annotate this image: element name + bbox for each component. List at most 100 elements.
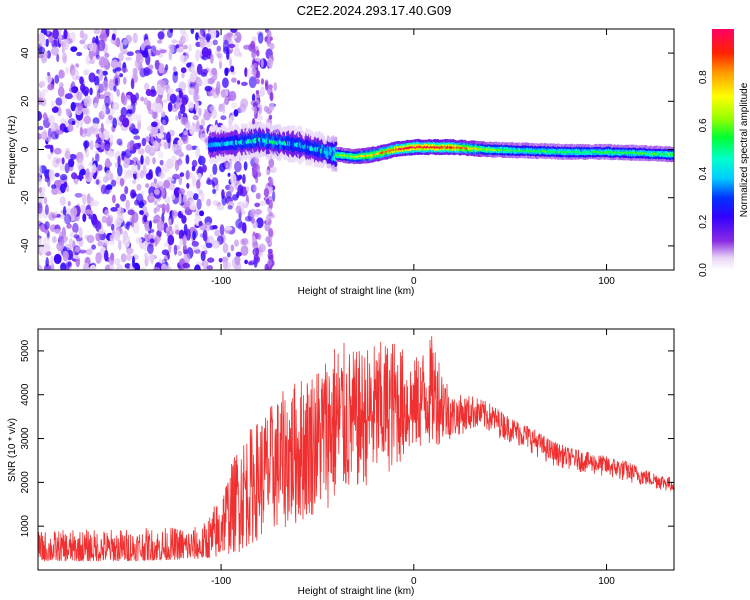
spectrogram-noise-cell: [70, 207, 78, 217]
spectrogram-noise-cell: [113, 85, 117, 92]
spectrogram-noise-cell: [230, 65, 235, 73]
spectrogram-noise-cell: [188, 199, 195, 205]
spectrogram-noise-cell: [104, 209, 110, 216]
spectrogram-noise-cell: [54, 74, 60, 84]
spectrogram-noise-cell: [158, 63, 165, 74]
spectrogram-noise-cell: [82, 213, 87, 222]
spectrogram-noise-cell: [47, 83, 55, 91]
spectrogram-noise-cell: [56, 53, 60, 63]
spectrogram-noise-cell: [77, 102, 83, 111]
spectrogram-noise-cell: [82, 262, 90, 270]
spectrogram-ridge-cell: [292, 125, 296, 131]
spectrogram-noise-cell: [59, 82, 64, 88]
spectrogram-noise-cell: [170, 193, 176, 201]
spectrogram-noise-cell: [199, 79, 203, 87]
spectrogram-noise-cell: [88, 247, 93, 254]
spectrogram-noise-cell: [117, 215, 124, 224]
spectrogram-noise-cell: [38, 202, 43, 214]
spectrogram-noise-cell: [155, 214, 160, 220]
spectrogram-y-tick-label: 0: [20, 146, 31, 152]
spectrogram-noise-cell: [47, 153, 52, 160]
spectrogram-noise-cell: [225, 162, 232, 171]
spectrogram-noise-cell: [145, 183, 150, 189]
spectrogram-noise-cell: [48, 114, 55, 124]
spectrogram-noise-cell: [230, 173, 237, 186]
spectrogram-noise-cell: [269, 91, 274, 102]
spectrogram-noise-cell: [221, 195, 227, 206]
colorbar-tick-label: 0.6: [698, 118, 709, 132]
spectrogram-noise-cell: [218, 60, 223, 70]
spectrogram-noise-cell: [60, 262, 67, 270]
spectrogram-noise-cell: [116, 138, 123, 146]
spectrogram-noise-cell: [43, 112, 47, 120]
spectrogram-noise-cell: [140, 96, 145, 102]
spectrogram-noise-cell: [151, 125, 159, 136]
spectrogram-noise-cell: [44, 204, 49, 216]
spectrogram-noise-cell: [227, 252, 231, 258]
spectrogram-noise-cell: [117, 155, 121, 167]
spectrogram-noise-cell: [180, 67, 187, 74]
spectrogram-noise-cell: [120, 193, 127, 202]
spectrogram-noise-cell: [82, 193, 87, 205]
spectrogram-noise-cell: [273, 82, 277, 92]
spectrogram-noise-cell: [76, 120, 80, 129]
spectrogram-noise-cell: [66, 223, 72, 229]
spectrogram-noise-cell: [198, 220, 203, 227]
spectrogram-noise-cell: [148, 109, 154, 115]
spectrogram-noise-cell: [79, 39, 86, 45]
spectrogram-noise-cell: [44, 221, 50, 230]
spectrogram-noise-cell: [263, 105, 269, 113]
spectrogram-noise-cell: [169, 93, 177, 104]
spectrogram-noise-cell: [62, 250, 69, 262]
spectrogram-noise-cell: [45, 38, 49, 47]
spectrogram-y-tick-label: 40: [20, 47, 31, 59]
spectrogram-noise-cell: [228, 117, 233, 128]
spectrogram-noise-cell: [157, 39, 163, 44]
spectrogram-noise-cell: [180, 103, 186, 115]
spectrogram-y-tick-label: -40: [20, 238, 31, 253]
spectrogram-noise-cell: [111, 33, 116, 41]
spectrogram-noise-cell: [154, 59, 160, 70]
colorbar-gradient: [712, 29, 734, 270]
spectrogram-noise-cell: [153, 178, 157, 184]
spectrogram-x-tick-label: 100: [598, 276, 615, 287]
spectrogram-noise-cell: [95, 179, 100, 185]
spectrogram-noise-cell: [263, 187, 269, 198]
spectrogram-noise-cell: [172, 71, 178, 84]
spectrogram-noise-cell: [175, 95, 181, 104]
spectrogram-noise-cell: [186, 182, 190, 189]
spectrogram-noise-cell: [74, 192, 83, 198]
colorbar-tick-label: 0.8: [698, 70, 709, 84]
spectrogram-noise-cell: [124, 186, 129, 195]
spectrogram-noise-cell: [101, 33, 108, 39]
spectrogram-noise-cell: [50, 131, 58, 140]
spectrogram-noise-cell: [191, 240, 199, 247]
spectrogram-noise-cell: [105, 107, 111, 115]
spectrogram-noise-cell: [145, 68, 153, 75]
spectrogram-noise-cell: [89, 87, 93, 96]
spectrogram-noise-cell: [255, 192, 261, 200]
spectrogram-noise-cell: [265, 81, 269, 91]
spectrogram-noise-cell: [264, 267, 269, 270]
spectrogram-noise-cell: [214, 87, 220, 95]
spectrogram-noise-cell: [125, 199, 130, 210]
spectrogram-noise-cell: [246, 68, 252, 80]
spectrogram-noise-cell: [145, 45, 152, 50]
spectrogram-noise-cell: [244, 67, 248, 78]
spectrogram-noise-cell: [136, 193, 144, 206]
snr-y-label: SNR (10 * v/v): [7, 418, 18, 482]
spectrogram-noise-cell: [57, 86, 65, 98]
snr-x-tick-label: 100: [598, 576, 615, 587]
spectrogram-y-tick-label: -20: [20, 190, 31, 205]
spectrogram-noise-cell: [199, 210, 205, 217]
spectrogram-noise-cell: [192, 230, 196, 241]
spectrogram-noise-cell: [201, 46, 210, 58]
spectrogram-noise-cell: [104, 140, 111, 152]
spectrogram-noise-cell: [76, 51, 83, 57]
spectrogram-noise-cell: [82, 33, 88, 41]
spectrogram-noise-cell: [95, 54, 100, 60]
spectrogram-noise-cell: [146, 100, 152, 111]
spectrogram-noise-cell: [64, 150, 71, 160]
spectrogram-noise-cell: [254, 57, 261, 62]
spectrogram-noise-cell: [137, 119, 142, 131]
